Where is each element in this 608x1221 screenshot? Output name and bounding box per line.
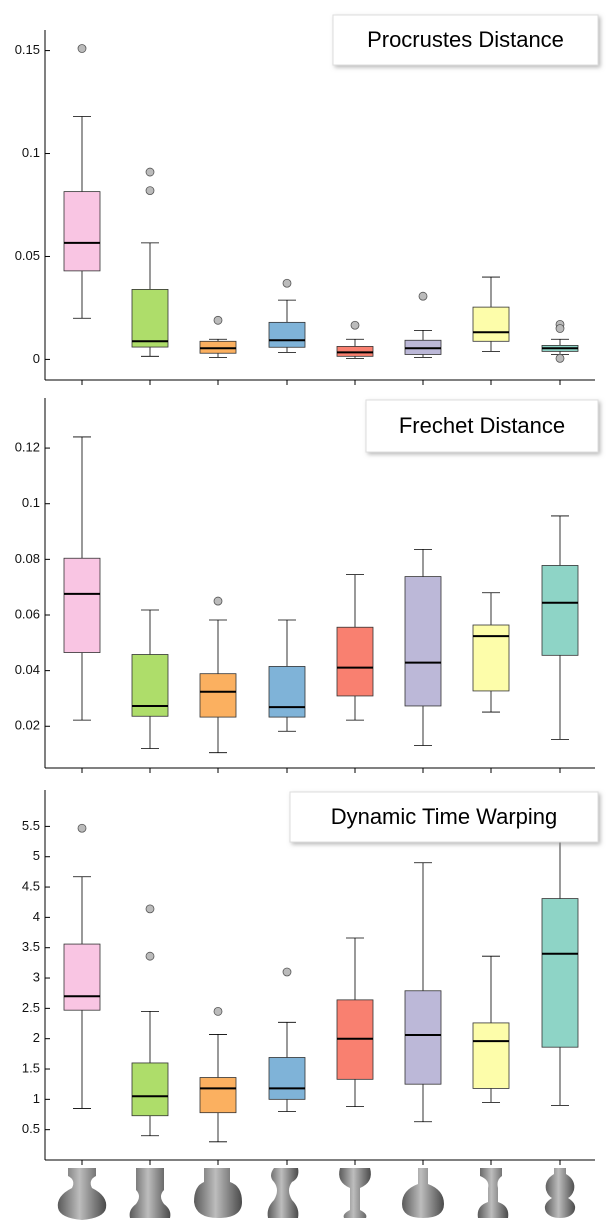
y-tick-label: 3 bbox=[33, 969, 40, 984]
y-tick-label: 3.5 bbox=[22, 939, 40, 954]
y-tick-label: 0.08 bbox=[15, 551, 40, 566]
box bbox=[404, 990, 442, 1085]
shape-icons bbox=[57, 1168, 576, 1220]
box bbox=[472, 624, 510, 692]
outlier bbox=[145, 186, 155, 195]
outlier bbox=[555, 353, 565, 363]
box bbox=[63, 943, 101, 1011]
box bbox=[199, 673, 237, 718]
shape-icon bbox=[544, 1168, 576, 1218]
title-box bbox=[365, 399, 599, 453]
y-tick-label: 0.05 bbox=[15, 248, 40, 263]
title-box bbox=[332, 14, 599, 66]
box bbox=[336, 346, 374, 357]
outlier bbox=[145, 167, 155, 177]
box bbox=[541, 898, 579, 1048]
box bbox=[268, 666, 306, 718]
y-tick-label: 5.5 bbox=[22, 818, 40, 833]
y-tick-label: 0.1 bbox=[22, 145, 40, 160]
shape-icon bbox=[477, 1168, 509, 1218]
outlier bbox=[213, 1006, 223, 1016]
y-tick-label: 2.5 bbox=[22, 1000, 40, 1015]
y-tick-label: 0.06 bbox=[15, 606, 40, 621]
y-tick-label: 5 bbox=[33, 848, 40, 863]
outlier bbox=[213, 596, 223, 606]
box bbox=[131, 1062, 169, 1117]
box bbox=[404, 576, 442, 707]
outlier bbox=[350, 320, 360, 330]
chart-title: Procrustes Distance bbox=[367, 27, 564, 52]
box bbox=[199, 1077, 237, 1114]
outlier bbox=[145, 951, 155, 961]
y-tick-label: 0.1 bbox=[22, 495, 40, 510]
chart-title: Frechet Distance bbox=[399, 413, 565, 438]
y-tick-label: 0.12 bbox=[15, 440, 40, 455]
title-box bbox=[289, 791, 599, 843]
shape-icon bbox=[129, 1168, 171, 1218]
chart-title: Dynamic Time Warping bbox=[331, 804, 558, 829]
box bbox=[199, 340, 237, 354]
outlier bbox=[418, 291, 428, 301]
y-tick-label: 2 bbox=[33, 1030, 40, 1045]
y-tick-label: 0.02 bbox=[15, 718, 40, 733]
chart: 0.02 0.04 0.06 0.08 0.1 0.12 Frechet Distance bbox=[15, 398, 599, 773]
box bbox=[63, 191, 101, 272]
y-tick-label: 0 bbox=[33, 351, 40, 366]
box bbox=[336, 626, 374, 697]
box bbox=[131, 654, 169, 717]
outlier bbox=[555, 324, 565, 333]
box bbox=[268, 321, 306, 348]
chart: 0 0.05 0.1 0.15 Procrustes Distance bbox=[15, 14, 599, 385]
shape-icon bbox=[267, 1168, 299, 1218]
shape-icon bbox=[339, 1168, 371, 1218]
shape-icon bbox=[194, 1168, 242, 1218]
y-tick-label: 4 bbox=[33, 909, 40, 924]
outlier bbox=[77, 823, 87, 833]
box bbox=[63, 557, 101, 653]
outlier bbox=[282, 278, 292, 288]
box bbox=[472, 306, 510, 342]
y-tick-label: 4.5 bbox=[22, 878, 40, 893]
outlier bbox=[145, 904, 155, 914]
outlier bbox=[282, 967, 292, 977]
box bbox=[131, 289, 169, 348]
outlier bbox=[213, 315, 223, 325]
box bbox=[472, 1022, 510, 1089]
box bbox=[268, 1057, 306, 1100]
y-tick-label: 0.5 bbox=[22, 1121, 40, 1136]
shape-icon bbox=[402, 1168, 444, 1218]
shape-icon bbox=[57, 1168, 107, 1220]
box bbox=[541, 565, 579, 656]
outlier bbox=[77, 44, 87, 53]
y-tick-label: 0.15 bbox=[15, 42, 40, 57]
y-tick-label: 0.04 bbox=[15, 662, 40, 677]
y-tick-label: 1 bbox=[33, 1091, 40, 1106]
chart: 0.5 1 1.5 2 2.5 3 3.5 4 4.5 5 5.5 Dynamic Time Warp… bbox=[22, 790, 599, 1165]
y-tick-label: 1.5 bbox=[22, 1060, 40, 1075]
